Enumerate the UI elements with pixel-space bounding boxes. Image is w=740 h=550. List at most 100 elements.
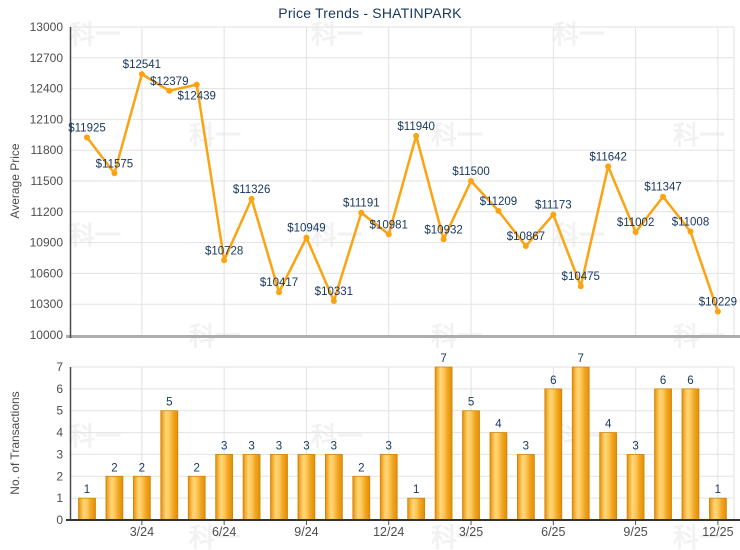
bar-value-label: 3 <box>276 440 282 452</box>
transaction-bar <box>654 388 672 521</box>
transaction-bar <box>571 366 590 521</box>
price-point-marker <box>577 283 584 290</box>
transactions-ytick-label: 2 <box>56 469 63 483</box>
price-point-label: $12541 <box>123 59 161 71</box>
price-point-label: $10475 <box>562 271 600 283</box>
price-point-marker <box>248 195 255 202</box>
bar-value-label: 6 <box>660 375 666 387</box>
transaction-bar <box>297 454 316 521</box>
transaction-bar <box>489 432 508 521</box>
transaction-bar <box>270 454 288 521</box>
price-point-marker <box>495 207 502 214</box>
xtick-label: 12/24 <box>373 525 404 539</box>
bar-value-label: 2 <box>358 462 364 474</box>
price-point-label: $11940 <box>397 121 435 133</box>
price-ytick-label: 11200 <box>31 205 64 219</box>
price-point-label: $11347 <box>644 182 682 194</box>
bar-value-label: 3 <box>221 440 227 452</box>
price-point-label: $11326 <box>233 184 271 196</box>
xtick-label: 6/25 <box>541 525 565 539</box>
price-line-series <box>85 72 720 313</box>
transaction-bar <box>78 497 96 521</box>
xtick-label: 3/24 <box>130 525 154 539</box>
bar-value-label: 3 <box>386 440 392 452</box>
transaction-bar <box>215 454 234 521</box>
price-ytick-label: 11500 <box>31 174 64 188</box>
bar-value-label: 4 <box>495 419 502 431</box>
transactions-ytick-label: 7 <box>56 360 63 374</box>
transaction-bar <box>599 432 618 521</box>
transactions-ytick-label: 6 <box>56 382 63 396</box>
price-point-label: $10331 <box>315 286 353 298</box>
price-point-label: $11173 <box>535 200 572 212</box>
price-point-marker <box>550 211 557 218</box>
xtick-marks <box>141 521 719 525</box>
transactions-ytick-label: 4 <box>56 426 63 440</box>
transaction-bar <box>544 388 563 521</box>
price-point-marker <box>166 87 173 94</box>
price-point-label: $11925 <box>68 122 106 134</box>
price-ytick-label: 10300 <box>30 297 64 311</box>
bar-value-label: 1 <box>413 484 419 496</box>
bar-value-label: 3 <box>331 440 337 452</box>
price-point-label: $11008 <box>672 217 710 229</box>
price-point-label: $10949 <box>287 223 325 235</box>
price-point-marker <box>303 234 310 241</box>
price-ytick-label: 10000 <box>30 328 64 342</box>
transactions-ytick-label: 0 <box>56 513 63 527</box>
bar-value-label: 6 <box>550 375 556 387</box>
transaction-bar <box>352 475 371 521</box>
price-point-label: $11500 <box>452 166 490 178</box>
bar-value-label: 4 <box>605 419 612 431</box>
xtick-label: 6/24 <box>212 525 236 539</box>
price-ytick-label: 12100 <box>30 112 64 126</box>
price-point-marker <box>385 231 392 238</box>
xtick-label: 9/25 <box>623 525 647 539</box>
bar-value-label: 2 <box>194 462 200 474</box>
price-point-marker <box>687 228 694 235</box>
price-point-marker <box>84 134 90 141</box>
transaction-bar <box>517 454 535 521</box>
bar-value-label: 2 <box>139 462 145 474</box>
price-point-label: $12379 <box>150 76 188 88</box>
price-point-label: $10417 <box>260 277 298 289</box>
bar-value-label: 7 <box>578 353 584 365</box>
price-point-label: $12439 <box>178 91 216 103</box>
price-ytick-label: 12400 <box>30 82 64 96</box>
bar-value-label: 6 <box>687 375 693 387</box>
price-point-marker <box>468 178 475 184</box>
transactions-ytick-label: 1 <box>56 491 63 505</box>
price-ytick-label: 11800 <box>31 143 64 157</box>
bar-value-label: 3 <box>632 440 638 452</box>
bar-value-label: 2 <box>111 462 117 474</box>
transaction-bar <box>242 454 261 521</box>
xtick-label: 3/25 <box>459 525 483 539</box>
price-point-label: $10981 <box>370 219 408 231</box>
price-point-label: $11191 <box>343 198 380 210</box>
transactions-ytick-label: 3 <box>56 447 63 461</box>
transactions-ytick-label: 5 <box>56 404 63 418</box>
price-ytick-label: 12700 <box>30 51 64 65</box>
price-point-labels: $11925 $11575 $12541 $12379 $12439 $10728 $113… <box>68 59 737 308</box>
bar-value-label: 3 <box>523 440 529 452</box>
chart-title: Price Trends - SHATINPARK <box>278 5 462 21</box>
transaction-bar <box>407 497 426 521</box>
price-point-markers <box>84 71 721 315</box>
price-point-marker <box>714 308 721 315</box>
price-point-label: $11209 <box>480 196 518 208</box>
transactions-ytick-labels: 0 1 2 3 4 5 6 7 <box>56 360 63 527</box>
transaction-bar <box>379 454 398 521</box>
transaction-bars <box>78 366 727 521</box>
transaction-bar <box>434 366 453 521</box>
transaction-bar <box>681 388 700 521</box>
price-point-label: $10728 <box>205 245 243 257</box>
xtick-labels: 3/24 6/24 9/24 12/24 3/25 6/25 9/25 12/25 <box>130 525 734 539</box>
price-point-marker <box>138 71 145 78</box>
bar-value-label: 3 <box>303 440 309 452</box>
price-point-label: $10229 <box>699 296 737 308</box>
price-ytick-label: 13000 <box>30 20 64 34</box>
transaction-bar <box>709 497 727 521</box>
price-point-marker <box>330 298 337 305</box>
